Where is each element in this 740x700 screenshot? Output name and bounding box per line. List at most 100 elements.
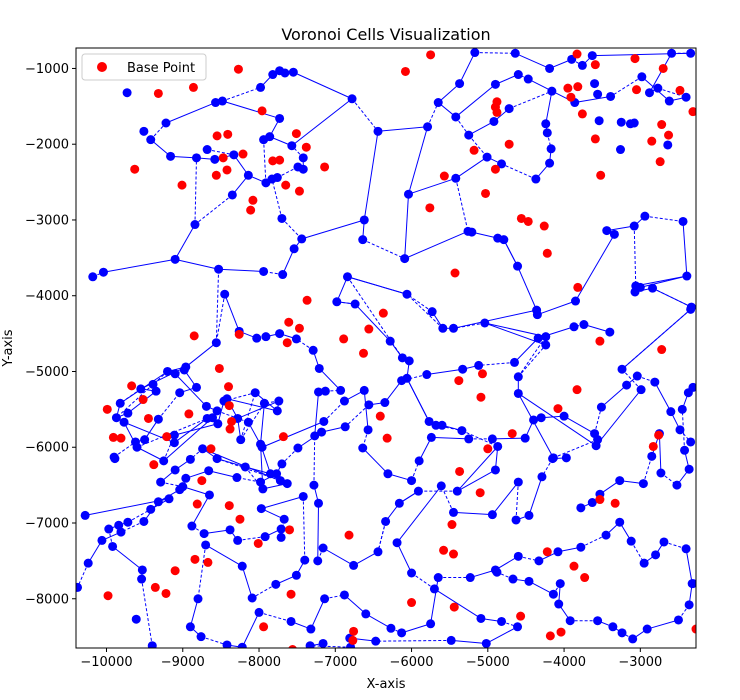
voronoi-edge bbox=[408, 177, 456, 195]
voronoi-vertex bbox=[381, 516, 391, 526]
voronoi-vertex bbox=[675, 425, 685, 435]
voronoi-edge bbox=[545, 91, 553, 124]
voronoi-edge bbox=[222, 86, 261, 102]
voronoi-vertex bbox=[561, 453, 571, 463]
voronoi-edge bbox=[528, 476, 543, 516]
voronoi-edge bbox=[474, 52, 516, 54]
voronoi-vertex bbox=[470, 48, 480, 58]
voronoi-vertex bbox=[487, 510, 497, 520]
voronoi-edge bbox=[207, 149, 234, 156]
voronoi-vertex bbox=[293, 443, 303, 453]
voronoi-vertex bbox=[201, 540, 211, 550]
base-point bbox=[426, 50, 436, 60]
voronoi-vertex bbox=[402, 289, 412, 299]
voronoi-vertex bbox=[616, 117, 626, 127]
base-point bbox=[375, 411, 385, 421]
base-point bbox=[223, 129, 233, 139]
voronoi-vertex bbox=[258, 484, 268, 494]
legend-marker-base-point bbox=[97, 62, 107, 72]
base-point bbox=[647, 136, 657, 146]
voronoi-edge bbox=[517, 265, 538, 311]
voronoi-edge bbox=[406, 293, 433, 313]
voronoi-vertex bbox=[656, 468, 666, 478]
voronoi-vertex bbox=[666, 407, 676, 417]
voronoi-vertex bbox=[305, 641, 315, 648]
voronoi-vertex bbox=[339, 396, 349, 406]
voronoi-edge bbox=[621, 308, 691, 370]
base-point bbox=[222, 165, 232, 175]
voronoi-vertex bbox=[659, 537, 669, 547]
base-point bbox=[610, 498, 620, 508]
voronoi-edge bbox=[205, 544, 243, 567]
voronoi-edge bbox=[291, 98, 353, 147]
voronoi-edge bbox=[218, 268, 264, 272]
base-point bbox=[378, 308, 388, 318]
voronoi-vertex bbox=[632, 371, 642, 381]
base-point bbox=[590, 60, 600, 70]
voronoi-vertex bbox=[153, 414, 163, 424]
voronoi-vertex bbox=[306, 624, 316, 634]
base-point bbox=[658, 63, 668, 73]
voronoi-vertex bbox=[170, 465, 180, 475]
voronoi-vertex bbox=[433, 573, 443, 583]
voronoi-edge bbox=[451, 639, 487, 644]
voronoi-vertex bbox=[545, 158, 555, 168]
base-point bbox=[161, 588, 171, 598]
voronoi-vertex bbox=[109, 452, 119, 462]
voronoi-edge bbox=[313, 435, 316, 486]
voronoi-vertex bbox=[339, 590, 349, 600]
voronoi-vertex bbox=[426, 619, 436, 629]
voronoi-edge bbox=[260, 403, 265, 445]
voronoi-vertex bbox=[116, 527, 126, 537]
base-point bbox=[218, 153, 228, 163]
voronoi-vertex bbox=[175, 485, 185, 495]
voronoi-edge bbox=[150, 122, 167, 141]
voronoi-vertex bbox=[541, 340, 551, 350]
voronoi-edge bbox=[322, 547, 354, 566]
voronoi-edge bbox=[396, 485, 442, 544]
voronoi-vertex bbox=[166, 151, 176, 161]
voronoi-vertex bbox=[364, 400, 374, 410]
voronoi-vertex bbox=[606, 91, 616, 101]
base-point bbox=[448, 549, 458, 559]
voronoi-vertex bbox=[686, 304, 696, 314]
voronoi-edge bbox=[404, 230, 469, 260]
voronoi-edge bbox=[396, 542, 412, 574]
voronoi-vertex bbox=[288, 67, 298, 77]
voronoi-edge bbox=[610, 76, 643, 97]
voronoi-vertex bbox=[119, 417, 129, 427]
base-point bbox=[301, 142, 311, 152]
voronoi-vertex bbox=[217, 96, 227, 106]
voronoi-vertex bbox=[520, 433, 530, 443]
voronoi-edge bbox=[515, 482, 519, 520]
voronoi-edge bbox=[377, 521, 387, 552]
base-point bbox=[425, 203, 435, 213]
voronoi-vertex bbox=[383, 469, 393, 479]
base-point bbox=[450, 268, 460, 278]
base-point bbox=[573, 282, 583, 292]
base-point bbox=[648, 441, 658, 451]
y-tick-label: −3000 bbox=[25, 213, 69, 228]
base-point bbox=[197, 476, 207, 486]
voronoi-vertex bbox=[104, 524, 114, 534]
voronoi-vertex bbox=[511, 515, 521, 525]
base-point bbox=[212, 131, 222, 141]
voronoi-vertex bbox=[616, 145, 626, 155]
voronoi-vertex bbox=[211, 338, 221, 348]
voronoi-vertex bbox=[148, 379, 158, 389]
base-point bbox=[595, 336, 605, 346]
voronoi-vertex bbox=[319, 416, 329, 426]
voronoi-vertex bbox=[576, 503, 586, 513]
base-point bbox=[595, 495, 605, 505]
legend: Base Point bbox=[81, 53, 207, 81]
voronoi-edge bbox=[318, 368, 341, 391]
voronoi-vertex bbox=[222, 640, 232, 648]
voronoi-edge bbox=[281, 447, 299, 465]
voronoi-vertex bbox=[153, 497, 163, 507]
voronoi-edge bbox=[141, 578, 153, 646]
base-point bbox=[563, 83, 573, 93]
voronoi-vertex bbox=[590, 429, 600, 439]
voronoi-edge bbox=[517, 336, 547, 378]
voronoi-vertex bbox=[256, 504, 266, 514]
base-point bbox=[542, 547, 552, 557]
